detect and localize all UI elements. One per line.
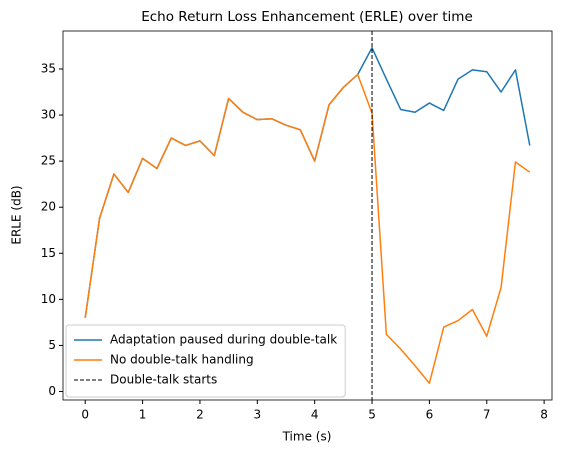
series-line — [84, 73, 531, 384]
x-tick-label: 3 — [253, 408, 261, 422]
y-tick-label: 5 — [48, 338, 56, 352]
x-axis-label: Time (s) — [282, 430, 332, 444]
x-tick-label: 1 — [139, 408, 147, 422]
chart-title: Echo Return Loss Enhancement (ERLE) over… — [141, 9, 473, 25]
y-tick-label: 20 — [41, 200, 56, 214]
x-tick-label: 6 — [426, 408, 434, 422]
y-tick-label: 30 — [41, 108, 56, 122]
x-tick-label: 5 — [368, 408, 376, 422]
legend-label: No double-talk handling — [110, 353, 254, 367]
x-tick-label: 2 — [196, 408, 204, 422]
axes-frame — [62, 30, 553, 401]
y-tick-label: 35 — [41, 61, 56, 75]
y-tick-label: 25 — [41, 154, 56, 168]
x-tick-label: 0 — [81, 408, 89, 422]
y-tick-label: 10 — [41, 292, 56, 306]
legend-box — [65, 324, 346, 398]
x-tick-label: 8 — [540, 408, 548, 422]
legend-label: Adaptation paused during double-talk — [110, 333, 337, 347]
legend-label: Double-talk starts — [110, 373, 217, 387]
x-tick-label: 4 — [311, 408, 319, 422]
x-tick-label: 7 — [483, 408, 491, 422]
y-tick-label: 0 — [48, 384, 56, 398]
y-tick-label: 15 — [41, 246, 56, 260]
y-axis-label: ERLE (dB) — [10, 185, 24, 244]
